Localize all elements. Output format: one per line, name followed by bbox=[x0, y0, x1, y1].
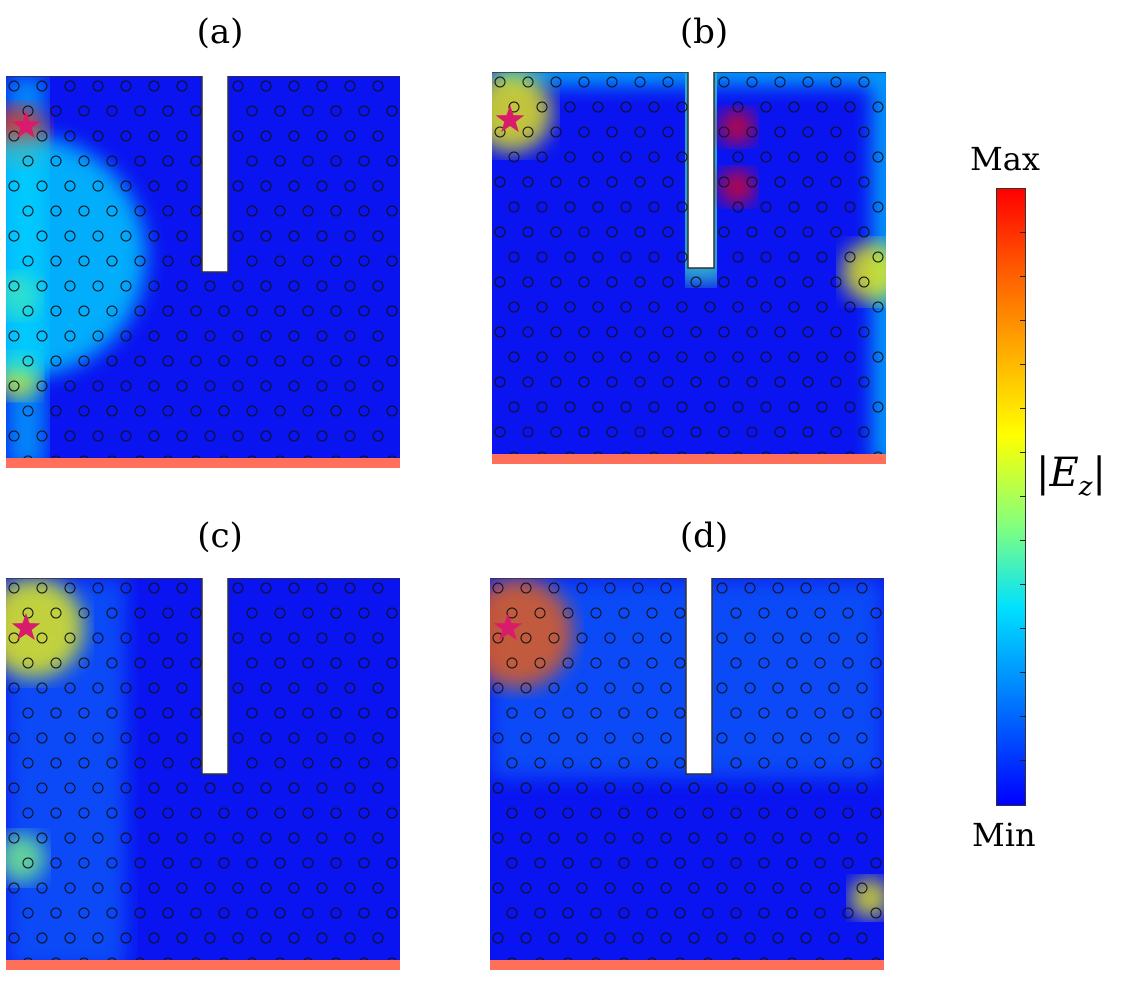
panel-label-b: (b) bbox=[679, 12, 729, 52]
field-panel-a bbox=[6, 76, 400, 468]
panel-label-a: (a) bbox=[196, 12, 244, 52]
field-panel-c bbox=[6, 578, 400, 970]
source-star-icon bbox=[495, 105, 525, 133]
colorbar-min-label: Min bbox=[972, 816, 1036, 854]
colorbar-quantity-label: |Ez| bbox=[1036, 450, 1106, 502]
source-star-icon bbox=[493, 613, 523, 641]
field-panel-b bbox=[492, 72, 886, 464]
source-star-icon bbox=[11, 613, 41, 641]
panel-label-d: (d) bbox=[679, 516, 729, 556]
panel-label-c: (c) bbox=[197, 516, 243, 556]
source-star-icon bbox=[11, 111, 41, 139]
field-panel-d bbox=[490, 578, 884, 970]
colorbar bbox=[996, 188, 1026, 806]
colorbar-max-label: Max bbox=[970, 140, 1040, 178]
